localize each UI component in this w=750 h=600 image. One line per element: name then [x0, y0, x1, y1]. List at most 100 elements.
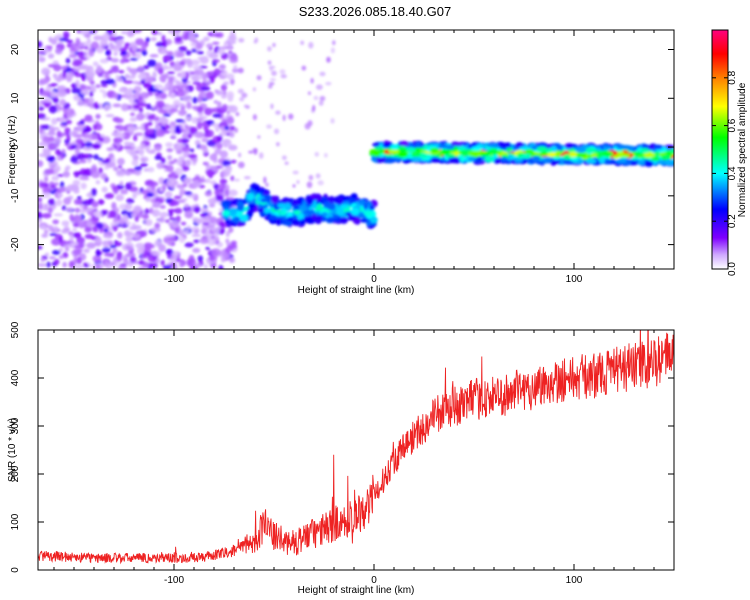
noise-blob — [165, 219, 170, 224]
y-tick-label: 400 — [10, 369, 21, 386]
noise-blob — [234, 178, 240, 182]
colorbar-gradient — [712, 30, 728, 269]
noise-blob — [265, 182, 269, 187]
noise-blob — [50, 83, 58, 87]
noise-blob — [73, 67, 81, 72]
noise-blob — [205, 120, 215, 125]
track-upper-blob — [640, 147, 649, 152]
noise-blob — [91, 171, 101, 179]
track-upper-blob — [648, 144, 656, 150]
noise-blob — [73, 257, 78, 265]
noise-blob — [142, 64, 150, 70]
track-upper-blob — [471, 146, 482, 151]
track-upper-blob — [488, 149, 499, 155]
track-lower-blob — [299, 218, 306, 226]
noise-blob — [121, 209, 129, 216]
noise-blob — [73, 188, 80, 194]
track-lower-blob — [353, 217, 361, 225]
noise-blob — [140, 78, 146, 85]
noise-blob — [82, 199, 93, 206]
track-upper-blob — [569, 151, 577, 158]
track-upper-blob — [484, 155, 494, 163]
noise-blob — [197, 56, 206, 60]
noise-blob — [75, 79, 80, 88]
noise-blob — [196, 118, 205, 122]
noise-blob — [179, 60, 186, 66]
track-upper-blob — [415, 142, 422, 148]
noise-blob — [110, 57, 119, 63]
noise-blob — [222, 159, 231, 167]
track-upper-blob — [375, 157, 388, 162]
noise-blob — [64, 246, 70, 252]
noise-blob — [169, 217, 177, 221]
noise-blob — [115, 194, 125, 202]
noise-blob — [135, 113, 145, 121]
noise-blob — [209, 255, 215, 262]
noise-blob — [134, 165, 143, 171]
noise-blob — [120, 189, 129, 195]
noise-blob — [167, 154, 173, 161]
track-upper-blob — [390, 145, 400, 150]
noise-blob — [177, 109, 187, 116]
noise-blob — [301, 65, 307, 71]
noise-blob — [53, 136, 62, 145]
noise-blob — [49, 91, 57, 98]
noise-blob — [209, 108, 216, 113]
track-upper-blob — [598, 157, 606, 164]
noise-blob — [72, 222, 80, 228]
noise-blob — [220, 52, 229, 60]
noise-blob — [203, 36, 210, 42]
noise-blob — [172, 84, 181, 90]
noise-blob — [38, 160, 44, 168]
noise-blob — [136, 52, 142, 59]
noise-blob — [95, 236, 102, 244]
track-upper-blob — [637, 159, 647, 166]
noise-blob — [239, 97, 245, 102]
noise-blob — [84, 141, 93, 148]
noise-blob — [38, 50, 45, 55]
noise-blob — [182, 95, 193, 102]
noise-blob — [65, 57, 71, 64]
noise-blob — [56, 90, 67, 98]
noise-blob — [134, 132, 144, 136]
noise-blob — [181, 83, 188, 89]
noise-blob — [69, 234, 74, 242]
noise-blob — [47, 206, 53, 214]
noise-blob — [71, 131, 78, 137]
noise-blob — [131, 53, 138, 57]
noise-blob — [129, 112, 136, 117]
noise-blob — [212, 59, 221, 63]
noise-blob — [319, 95, 326, 102]
snr-xlabel: Height of straight line (km) — [298, 585, 415, 596]
noise-blob — [164, 191, 173, 199]
noise-blob — [97, 157, 104, 161]
noise-blob — [122, 54, 127, 60]
track-lower-blob — [305, 217, 314, 224]
noise-blob — [258, 152, 264, 159]
noise-blob — [175, 125, 181, 132]
track-lower-blob — [239, 214, 249, 222]
track-lower-blob — [336, 207, 345, 216]
noise-blob — [219, 220, 226, 228]
noise-blob — [275, 110, 281, 115]
noise-blob — [254, 37, 259, 43]
track-lower-blob — [277, 203, 286, 208]
noise-blob — [192, 65, 202, 70]
noise-blob — [48, 256, 56, 260]
noise-blob — [63, 197, 72, 205]
noise-blob — [124, 88, 133, 96]
noise-blob — [226, 91, 235, 99]
track-upper-blob — [382, 142, 392, 148]
noise-blob — [61, 221, 66, 227]
noise-blob — [173, 158, 178, 163]
noise-blob — [228, 105, 238, 113]
noise-blob — [112, 186, 119, 195]
noise-blob — [156, 162, 164, 169]
noise-blob — [137, 72, 147, 80]
noise-blob — [160, 49, 167, 55]
noise-blob — [166, 148, 174, 153]
x-tick-label: 0 — [371, 575, 377, 586]
noise-blob — [220, 84, 228, 92]
noise-blob — [156, 210, 161, 217]
noise-blob — [281, 155, 287, 161]
